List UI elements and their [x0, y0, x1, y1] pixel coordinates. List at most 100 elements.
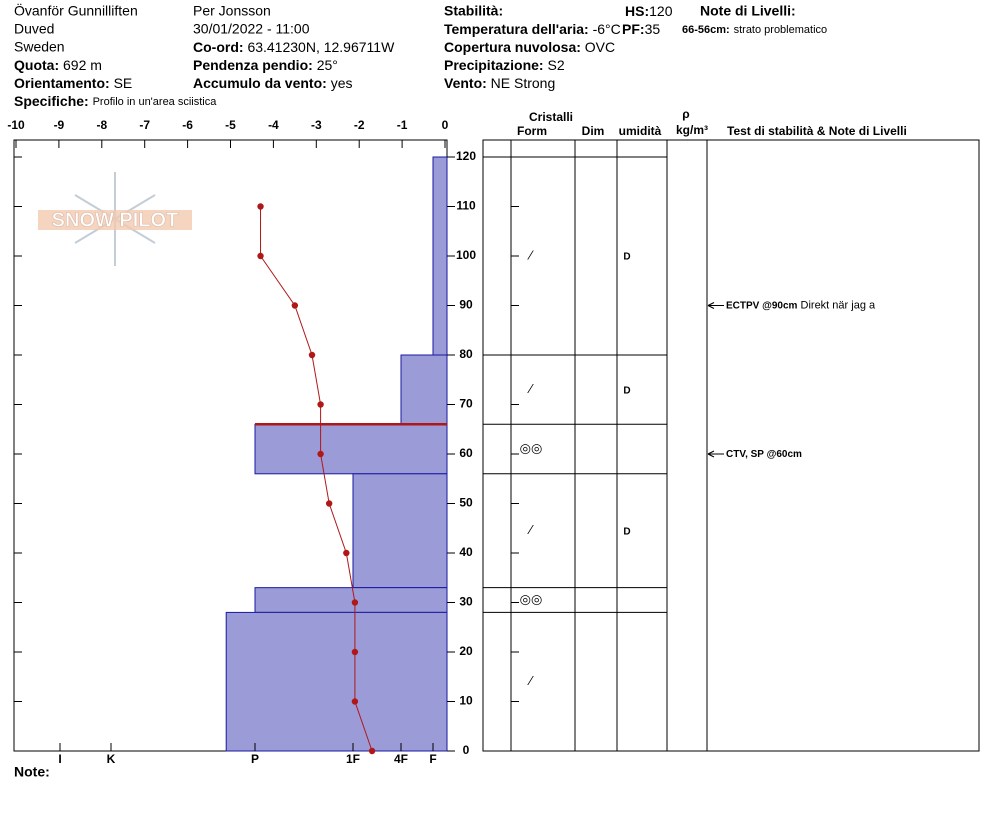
y-tick-label: 20 [459, 644, 473, 658]
field: Copertura nuvolosa: OVC [444, 39, 615, 55]
field: Pendenza pendio: 25° [193, 57, 338, 73]
x-tick-label: -2 [354, 118, 365, 132]
field-label: HS: [625, 3, 649, 19]
field: Accumulo da vento: yes [193, 75, 352, 91]
grain-form: ◎◎ [520, 591, 543, 606]
field-label: Accumulo da vento: [193, 75, 327, 91]
x-tick-label: -6 [182, 118, 193, 132]
column-header: Dim [582, 124, 605, 138]
field-value: 63.41230N, 12.96711W [247, 39, 395, 55]
temperature-line [260, 206, 373, 752]
hardness-tick-label: K [107, 752, 116, 766]
field-value: OVC [585, 39, 615, 55]
test-arrow [707, 302, 724, 309]
field-value: strato problematico [734, 24, 828, 36]
hardness-tick-label: P [251, 752, 259, 766]
test-arrow [707, 450, 724, 458]
hardness-tick-label: 1F [346, 752, 360, 766]
table-frame [482, 139, 980, 752]
x-tick-label: -1 [397, 118, 408, 132]
field: Quota: 692 m [14, 57, 102, 73]
test-name: CTV, SP @60cm [726, 449, 802, 460]
field-value: yes [331, 75, 353, 91]
backdrop [620, 20, 680, 40]
field-value: Profilo in un'area sciistica [93, 96, 218, 108]
y-tick-label: 80 [459, 347, 473, 361]
field: Specifiche: Profilo in un'area sciistica [14, 93, 217, 109]
field: HS:120 [625, 3, 673, 19]
test-result: ECTPV @90cm Direkt när jag a [726, 299, 876, 311]
temperature-point [325, 500, 333, 507]
x-tick-label: -10 [7, 118, 25, 132]
y-tick-label: 100 [456, 248, 476, 262]
test-result: CTV, SP @60cm [726, 449, 802, 460]
field: Temperatura dell'aria: -6°C [444, 21, 621, 37]
y-tick-label: 70 [459, 397, 473, 411]
logo-text: SNOW PILOT [52, 209, 179, 231]
column-header: kg/m³ [676, 123, 708, 137]
field: Co-ord: 63.41230N, 12.96711W [193, 39, 395, 55]
column-header: Form [517, 124, 547, 138]
field: Orientamento: SE [14, 75, 132, 91]
hardness-tick-label: F [429, 752, 436, 766]
field: PF:35 [622, 21, 660, 37]
field: Precipitazione: S2 [444, 57, 565, 73]
hardness-bar [225, 611, 448, 752]
test-name: ECTPV @90cm [726, 300, 798, 311]
field-label: Specifiche: [14, 93, 89, 109]
column-header: Test di stabilità & Note di Livelli [727, 124, 907, 138]
y-tick-label: 120 [456, 149, 476, 163]
test-comment: Direkt när jag a [801, 299, 876, 311]
grain-form: ⁄ [527, 673, 534, 688]
grain-form: ◎◎ [520, 440, 543, 455]
field-label: Orientamento: [14, 75, 110, 91]
temperature-point [291, 302, 299, 309]
temperature-point [343, 549, 350, 557]
field-value: NE Strong [491, 75, 556, 91]
temperature-point [308, 351, 316, 359]
layer-note: 66-56cm: strato problematico [682, 21, 827, 37]
x-tick-label: -7 [139, 118, 150, 132]
field-label: Quota: [14, 57, 59, 73]
field-value: 692 m [63, 57, 102, 73]
field: Vento: NE Strong [444, 75, 555, 91]
temperature-point [368, 747, 376, 755]
location: Övanför Gunnilliften [14, 2, 138, 19]
field-value: -6°C [593, 21, 621, 37]
field-value: S2 [547, 57, 564, 73]
y-tick-label: 90 [459, 298, 473, 312]
temperature-point [317, 401, 324, 408]
datetime: 30/01/2022 - 11:00 [193, 21, 310, 37]
y-tick-label: 0 [463, 743, 470, 757]
field-label: Temperatura dell'aria: [444, 21, 589, 37]
x-tick-label: -5 [225, 118, 236, 132]
location: Duved [14, 21, 54, 37]
x-tick-label: -8 [96, 118, 107, 132]
x-tick-label: -3 [311, 118, 322, 132]
field-label: Pendenza pendio: [193, 57, 313, 73]
x-tick-label: -4 [268, 118, 279, 132]
temperature-point [317, 450, 324, 458]
observer: Per Jonsson [193, 3, 271, 19]
y-tick-label: 30 [459, 595, 473, 609]
temperature-point [257, 203, 264, 210]
y-tick-label: 40 [459, 545, 473, 559]
hardness-bar [432, 156, 448, 356]
field-value: 120 [649, 3, 673, 19]
note-label: Note: [14, 764, 50, 780]
hardness-tick-label: I [58, 752, 61, 766]
temperature-point [257, 252, 264, 260]
field-label: Precipitazione: [444, 57, 544, 73]
field-label: Vento: [444, 75, 487, 91]
column-header: Cristalli [529, 110, 573, 124]
temperature-point [351, 648, 359, 656]
field-label: 66-56cm: [682, 24, 730, 36]
field-value: SE [114, 75, 133, 91]
y-tick-label: 10 [459, 694, 473, 708]
moisture: D [623, 526, 630, 537]
y-tick-label: 50 [459, 496, 473, 510]
field-label: Copertura nuvolosa: [444, 39, 581, 55]
grain-form: ⁄ [527, 381, 534, 396]
hardness-bar [254, 587, 448, 613]
